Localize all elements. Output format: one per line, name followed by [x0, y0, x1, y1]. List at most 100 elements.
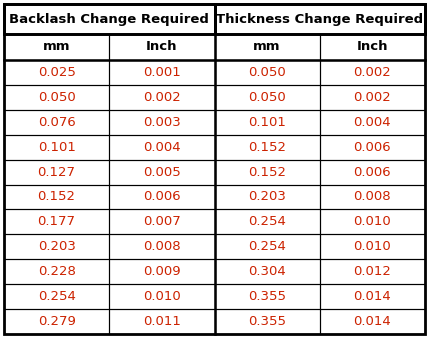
- Bar: [109, 110, 214, 135]
- Bar: [109, 135, 214, 160]
- Bar: [4, 4, 214, 34]
- Bar: [214, 259, 320, 284]
- Bar: [4, 234, 109, 259]
- Bar: [214, 4, 425, 34]
- Bar: [109, 160, 214, 185]
- Text: 0.008: 0.008: [353, 191, 391, 203]
- Text: 0.304: 0.304: [248, 265, 286, 278]
- Text: 0.010: 0.010: [353, 240, 391, 253]
- Text: 0.127: 0.127: [38, 166, 76, 178]
- Bar: [214, 284, 320, 309]
- Bar: [4, 210, 109, 234]
- Bar: [4, 259, 109, 284]
- Text: mm: mm: [254, 41, 281, 53]
- Bar: [214, 234, 320, 259]
- Text: 0.101: 0.101: [248, 116, 286, 129]
- Text: 0.002: 0.002: [143, 91, 181, 104]
- Bar: [4, 110, 109, 135]
- Bar: [109, 185, 214, 210]
- Text: 0.355: 0.355: [248, 315, 286, 328]
- Bar: [320, 284, 425, 309]
- Bar: [320, 234, 425, 259]
- Text: 0.010: 0.010: [143, 290, 181, 303]
- Text: 0.014: 0.014: [353, 315, 391, 328]
- Bar: [4, 85, 109, 110]
- Text: 0.025: 0.025: [38, 66, 76, 79]
- Bar: [109, 259, 214, 284]
- Bar: [4, 309, 109, 334]
- Bar: [214, 60, 320, 85]
- Bar: [214, 210, 320, 234]
- Text: 0.002: 0.002: [353, 66, 391, 79]
- Text: 0.279: 0.279: [38, 315, 76, 328]
- Text: 0.228: 0.228: [38, 265, 76, 278]
- Text: 0.008: 0.008: [143, 240, 181, 253]
- Text: 0.009: 0.009: [143, 265, 181, 278]
- Bar: [214, 309, 320, 334]
- Text: 0.014: 0.014: [353, 290, 391, 303]
- Text: Inch: Inch: [146, 41, 178, 53]
- Text: Thickness Change Required: Thickness Change Required: [216, 13, 423, 25]
- Bar: [109, 34, 214, 60]
- Text: 0.254: 0.254: [248, 240, 286, 253]
- Text: 0.007: 0.007: [143, 215, 181, 228]
- Bar: [109, 85, 214, 110]
- Text: 0.050: 0.050: [38, 91, 76, 104]
- Bar: [320, 85, 425, 110]
- Text: 0.002: 0.002: [353, 91, 391, 104]
- Text: 0.050: 0.050: [248, 66, 286, 79]
- Text: 0.203: 0.203: [248, 191, 286, 203]
- Text: 0.101: 0.101: [38, 141, 76, 154]
- Bar: [320, 259, 425, 284]
- Text: 0.050: 0.050: [248, 91, 286, 104]
- Text: 0.003: 0.003: [143, 116, 181, 129]
- Bar: [4, 160, 109, 185]
- Bar: [214, 185, 320, 210]
- Bar: [214, 85, 320, 110]
- Text: 0.177: 0.177: [38, 215, 76, 228]
- Text: 0.076: 0.076: [38, 116, 76, 129]
- Text: 0.006: 0.006: [143, 191, 181, 203]
- Bar: [109, 234, 214, 259]
- Bar: [320, 34, 425, 60]
- Bar: [214, 34, 320, 60]
- Bar: [4, 135, 109, 160]
- Text: 0.005: 0.005: [143, 166, 181, 178]
- Bar: [4, 34, 109, 60]
- Text: 0.012: 0.012: [353, 265, 391, 278]
- Text: 0.011: 0.011: [143, 315, 181, 328]
- Text: 0.006: 0.006: [353, 166, 391, 178]
- Text: 0.203: 0.203: [38, 240, 76, 253]
- Bar: [320, 160, 425, 185]
- Text: Backlash Change Required: Backlash Change Required: [9, 13, 209, 25]
- Text: 0.004: 0.004: [353, 116, 391, 129]
- Text: 0.004: 0.004: [143, 141, 181, 154]
- Text: 0.254: 0.254: [38, 290, 76, 303]
- Text: 0.006: 0.006: [353, 141, 391, 154]
- Text: 0.254: 0.254: [248, 215, 286, 228]
- Bar: [214, 135, 320, 160]
- Bar: [4, 60, 109, 85]
- Bar: [109, 210, 214, 234]
- Bar: [320, 210, 425, 234]
- Bar: [109, 284, 214, 309]
- Bar: [109, 309, 214, 334]
- Bar: [320, 185, 425, 210]
- Text: Inch: Inch: [356, 41, 388, 53]
- Bar: [320, 60, 425, 85]
- Bar: [4, 185, 109, 210]
- Bar: [109, 60, 214, 85]
- Bar: [4, 284, 109, 309]
- Bar: [320, 309, 425, 334]
- Text: 0.152: 0.152: [248, 141, 286, 154]
- Text: 0.355: 0.355: [248, 290, 286, 303]
- Bar: [214, 160, 320, 185]
- Bar: [214, 110, 320, 135]
- Text: mm: mm: [43, 41, 70, 53]
- Text: 0.152: 0.152: [248, 166, 286, 178]
- Bar: [320, 110, 425, 135]
- Text: 0.152: 0.152: [38, 191, 76, 203]
- Bar: [320, 135, 425, 160]
- Text: 0.010: 0.010: [353, 215, 391, 228]
- Text: 0.001: 0.001: [143, 66, 181, 79]
